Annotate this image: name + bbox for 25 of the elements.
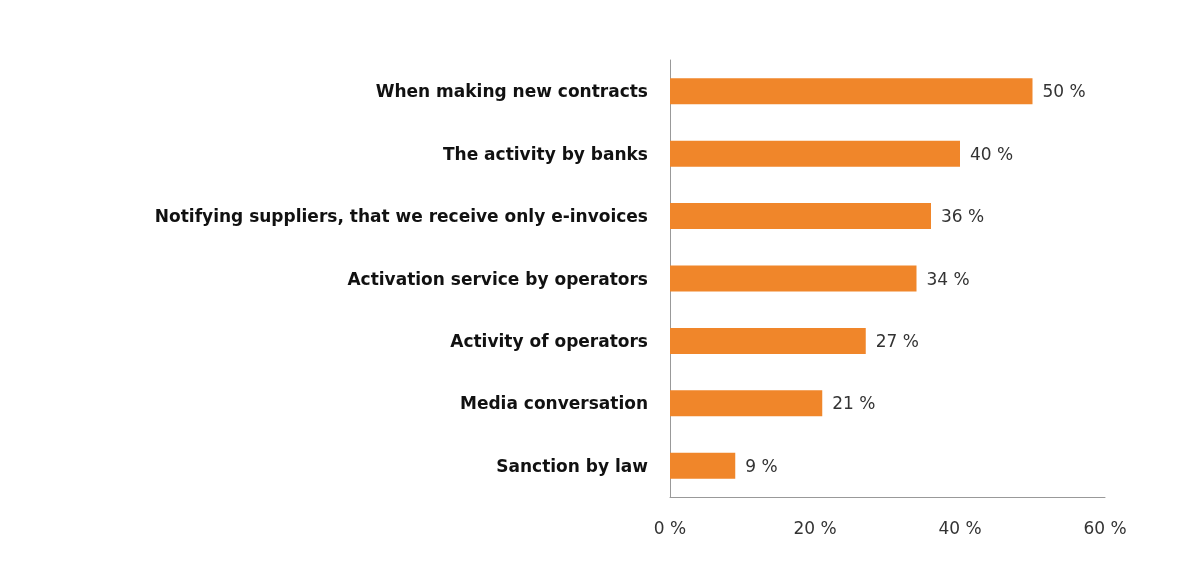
y-tick-label: Sanction by law	[496, 455, 649, 476]
data-label: 27 %	[875, 330, 919, 351]
x-tick-label: 0 %	[653, 517, 687, 538]
data-label: 36 %	[941, 206, 985, 227]
bar	[670, 390, 823, 417]
y-tick-label: Activity of operators	[450, 330, 648, 351]
x-tick-label: 60 %	[1083, 517, 1127, 538]
y-tick-label: Media conversation	[459, 393, 648, 414]
y-tick-label: Notifying suppliers, that we receive only e-invoices	[154, 206, 648, 227]
y-tick-label: Activation service by operators	[347, 268, 648, 289]
data-label: 40 %	[970, 143, 1014, 164]
x-tick-label: 20 %	[793, 517, 837, 538]
data-label: 50 %	[1042, 81, 1086, 102]
bar	[670, 78, 1033, 105]
bar	[670, 203, 931, 230]
bar	[670, 327, 866, 354]
data-label: 21 %	[832, 393, 876, 414]
data-label: 9 %	[745, 455, 778, 476]
y-tick-label: When making new contracts	[375, 81, 648, 102]
data-label: 34 %	[926, 268, 970, 289]
bar	[670, 265, 917, 292]
bar	[670, 452, 736, 479]
bar	[670, 140, 960, 167]
x-tick-label: 40 %	[938, 517, 982, 538]
y-tick-label: The activity by banks	[442, 143, 648, 164]
